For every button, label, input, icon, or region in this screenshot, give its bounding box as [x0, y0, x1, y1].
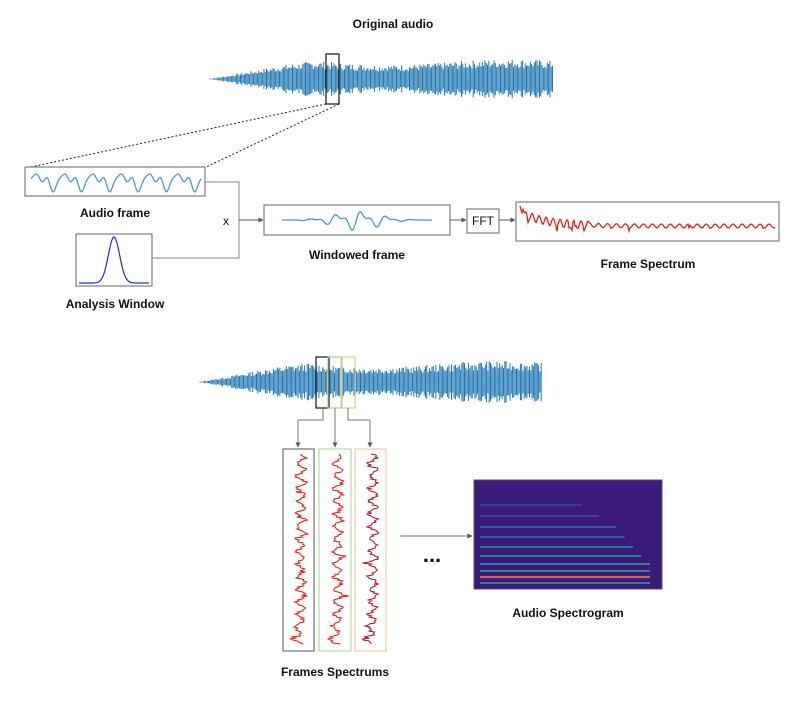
- audio-frame-label: Audio frame: [80, 206, 150, 220]
- frames-spectrums-label: Frames Spectrums: [281, 665, 389, 679]
- fft-label: FFT: [472, 214, 495, 228]
- multiply-symbol: x: [223, 214, 229, 228]
- waveform-bars: [208, 59, 553, 99]
- audio-spectrogram: [473, 479, 663, 590]
- vertical-spectrum-3: [361, 453, 381, 645]
- audio-frame-signal: [30, 173, 202, 193]
- zoom-line-right: [203, 103, 340, 169]
- windowed-frame-label: Windowed frame: [309, 248, 405, 262]
- waveform-bars: [198, 361, 542, 403]
- audio-frame-box: [24, 166, 206, 197]
- vertical-spectrum-2: [327, 453, 350, 645]
- frame-spectrum-box: [515, 201, 780, 242]
- arrow-frame-1: [295, 408, 324, 448]
- zoom-line-left: [25, 103, 327, 169]
- arrow-frame-3: [347, 408, 373, 448]
- spectrogram-bands: [480, 504, 650, 584]
- original-audio-waveform: [208, 59, 553, 99]
- analysis-window-box: [75, 233, 153, 287]
- vertical-spectrum-1: [288, 453, 310, 645]
- original-audio-label: Original audio: [353, 17, 434, 31]
- analysis-window-curve: [79, 236, 149, 284]
- fft-box: [466, 208, 500, 234]
- audio-waveform-bottom: [198, 361, 542, 403]
- frame-spectrum-label: Frame Spectrum: [601, 257, 696, 271]
- frame-spectrum-curve: [519, 205, 776, 234]
- frame-selection-box: [325, 53, 340, 105]
- windowed-frame-signal: [282, 211, 432, 231]
- audio-spectrogram-label: Audio Spectrogram: [512, 606, 623, 620]
- analysis-window-label: Analysis Window: [66, 297, 165, 311]
- ellipsis: ...: [423, 542, 441, 567]
